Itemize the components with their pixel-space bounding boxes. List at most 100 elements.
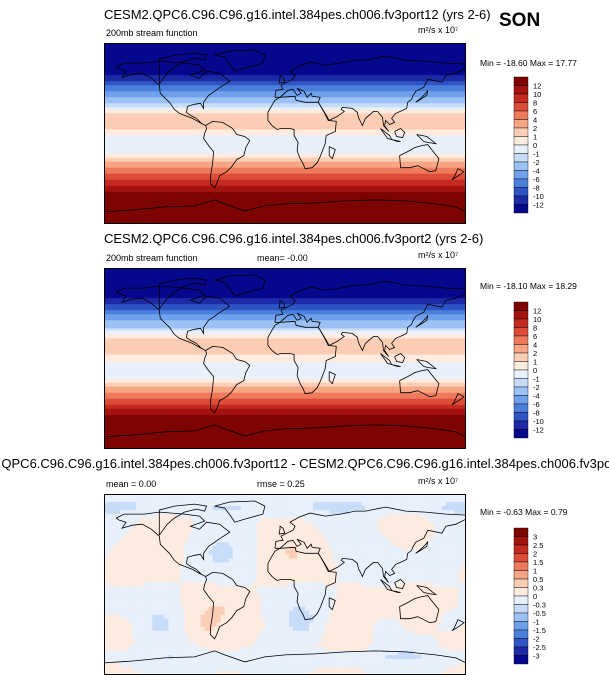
field-cell <box>445 646 451 652</box>
field-cell <box>216 506 222 511</box>
field-cell <box>124 558 129 563</box>
field-cell <box>120 538 125 543</box>
field-cell <box>176 550 181 555</box>
field-cell <box>228 554 234 559</box>
field-cell <box>401 550 407 555</box>
field-cell <box>160 582 165 588</box>
field-cell <box>220 574 226 579</box>
field-cell <box>140 618 145 624</box>
field-cell <box>132 594 137 600</box>
field-cell <box>104 658 109 664</box>
field-band <box>104 193 466 197</box>
field-cell <box>276 630 282 636</box>
field-cell <box>148 594 153 600</box>
field-cell <box>321 586 326 592</box>
field-cell <box>285 638 290 644</box>
field-cell <box>240 566 246 571</box>
field-cell <box>152 566 157 571</box>
field-cell <box>293 606 298 612</box>
field-cell <box>321 590 326 596</box>
field-cell <box>433 502 439 507</box>
field-band <box>104 175 466 179</box>
field-cell <box>389 618 395 624</box>
field-cell <box>449 542 455 547</box>
field-cell <box>204 562 210 567</box>
field-cell <box>264 598 270 604</box>
field-cell <box>321 574 326 579</box>
field-cell <box>461 538 466 543</box>
field-cell <box>293 642 298 648</box>
field-cell <box>276 566 282 571</box>
field-cell <box>293 502 298 507</box>
field-cell <box>453 574 459 579</box>
field-cell <box>289 582 294 588</box>
colorbar-tick-label: 1.5 <box>533 558 543 567</box>
field-band <box>104 163 466 167</box>
field-cell <box>393 526 399 531</box>
field-cell <box>365 650 370 656</box>
field-cell <box>405 622 411 628</box>
field-cell <box>108 618 113 624</box>
field-cell <box>297 558 302 563</box>
field-cell <box>244 570 250 575</box>
panel-3-title: CESM2.QPC6.C96.C96.g16.intel.384pes.ch00… <box>0 456 609 471</box>
field-cell <box>220 558 226 563</box>
field-cell <box>413 526 419 531</box>
field-cell <box>445 530 451 535</box>
field-cell <box>252 586 258 592</box>
field-band <box>104 183 466 187</box>
field-cell <box>449 626 455 632</box>
field-cell <box>453 610 459 616</box>
field-cell <box>148 538 153 543</box>
field-cell <box>120 550 125 555</box>
field-cell <box>140 502 145 507</box>
field-cell <box>381 550 387 555</box>
panel-3-map <box>104 494 466 675</box>
field-cell <box>220 654 226 660</box>
field-cell <box>409 502 415 507</box>
field-cell <box>457 610 463 616</box>
field-cell <box>204 586 210 592</box>
field-cell <box>401 506 407 511</box>
field-cell <box>224 642 230 648</box>
field-cell <box>353 574 358 579</box>
field-cell <box>337 562 342 567</box>
field-cell <box>369 514 374 519</box>
field-cell <box>393 586 399 592</box>
field-cell <box>329 506 334 511</box>
field-cell <box>236 594 242 600</box>
field-cell <box>124 602 129 608</box>
field-cell <box>272 526 278 531</box>
field-cell <box>433 602 439 608</box>
field-cell <box>228 634 234 640</box>
field-band <box>104 328 466 331</box>
field-cell <box>256 646 262 652</box>
field-cell <box>108 662 113 668</box>
field-cell <box>333 550 338 555</box>
field-cell <box>421 602 427 608</box>
field-cell <box>361 566 366 571</box>
field-cell <box>345 662 350 668</box>
field-cell <box>429 586 435 592</box>
field-cell <box>445 662 451 668</box>
field-cell <box>120 558 125 563</box>
field-cell <box>140 622 145 628</box>
field-cell <box>381 578 387 583</box>
field-cell <box>285 586 290 592</box>
field-cell <box>397 542 403 547</box>
field-cell <box>104 562 109 567</box>
field-cell <box>309 522 314 527</box>
field-cell <box>160 650 165 656</box>
field-cell <box>136 582 141 588</box>
field-cell <box>280 594 286 600</box>
field-cell <box>329 654 334 660</box>
field-cell <box>341 590 346 596</box>
field-cell <box>357 574 362 579</box>
field-band <box>104 191 466 195</box>
field-cell <box>192 514 198 519</box>
field-cell <box>305 514 310 519</box>
field-cell <box>353 550 358 555</box>
field-cell <box>421 582 427 588</box>
field-cell <box>385 522 391 527</box>
field-cell <box>389 526 395 531</box>
